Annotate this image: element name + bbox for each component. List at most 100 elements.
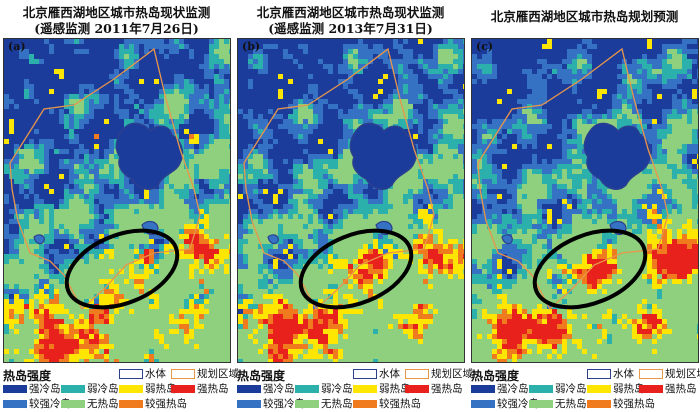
legend-item: 无热岛	[295, 398, 353, 410]
legend-swatch	[529, 400, 553, 408]
heat-island-map-c: (c)	[471, 38, 699, 363]
heat-island-map-a: (a)	[3, 38, 231, 363]
legend-item: 弱热岛	[353, 383, 411, 395]
raster-layer	[472, 39, 698, 362]
legend-swatch	[639, 385, 663, 393]
legend-item: 弱热岛	[119, 383, 177, 395]
legend-swatch	[3, 400, 27, 408]
plan-swatch	[171, 369, 195, 379]
legend-swatch	[353, 385, 377, 393]
lake-outline	[349, 122, 418, 190]
legend-swatch	[3, 385, 27, 393]
pond-outline	[501, 234, 513, 245]
legend-label: 强冷岛	[497, 383, 529, 395]
legend-label: 强冷岛	[29, 383, 61, 395]
legend-swatch	[353, 400, 377, 408]
legend-item-plan: 规划区域	[171, 368, 239, 380]
legend-swatch	[295, 385, 319, 393]
legend-swatch	[587, 400, 611, 408]
plan-swatch	[405, 369, 429, 379]
legend-item: 较强冷岛	[3, 398, 71, 410]
lake-outline	[115, 122, 184, 190]
legend-swatch	[237, 400, 261, 408]
panel-label: (a)	[8, 40, 26, 53]
legend-item: 较强冷岛	[237, 398, 305, 410]
focus-ellipse	[532, 228, 648, 310]
legend-label: 水体	[613, 368, 634, 380]
legend-swatch	[471, 400, 495, 408]
legend-swatch	[295, 400, 319, 408]
legend-swatch	[405, 385, 429, 393]
legend-label: 无热岛	[87, 398, 119, 410]
legend-item: 无热岛	[529, 398, 587, 410]
legend-item: 强热岛	[171, 383, 229, 395]
pond-outline	[33, 234, 45, 245]
water-swatch	[353, 369, 377, 379]
legend-label: 较强热岛	[145, 398, 187, 410]
legend-swatch	[471, 385, 495, 393]
legend-label: 弱冷岛	[321, 383, 353, 395]
legend-label: 较强热岛	[613, 398, 655, 410]
panel-subtitle: (遥感监测 2013年7月31日)	[268, 21, 433, 36]
legend-label: 水体	[145, 368, 166, 380]
legend-label: 较强冷岛	[263, 398, 305, 410]
planning-boundary	[477, 47, 669, 311]
legend: 热岛强度 水体 规划区域强冷岛 弱冷岛 弱热岛 强热岛较强冷岛 无热岛 较强热岛	[235, 366, 473, 412]
legend-swatch	[237, 385, 261, 393]
legend-item-water: 水体	[119, 368, 166, 380]
panel-subtitle: (遥感监测 2011年7月26日)	[34, 21, 199, 36]
legend-item: 无热岛	[61, 398, 119, 410]
map-panel-a: 北京雁西湖地区城市热岛现状监测 (遥感监测 2011年7月26日) (a) 热岛…	[1, 0, 239, 412]
legend-label: 强热岛	[197, 383, 229, 395]
raster-layer	[4, 39, 230, 362]
map-panel-b: 北京雁西湖地区城市热岛现状监测 (遥感监测 2013年7月31日) (b) 热岛…	[235, 0, 473, 412]
planning-boundary	[243, 47, 435, 311]
legend-label: 水体	[379, 368, 400, 380]
legend-item: 较强热岛	[353, 398, 421, 410]
legend-label: 弱热岛	[145, 383, 177, 395]
lake-outline	[583, 122, 652, 190]
legend-item: 较强热岛	[587, 398, 655, 410]
legend-swatch	[119, 400, 143, 408]
legend-label: 弱热岛	[379, 383, 411, 395]
pond-outline	[267, 234, 279, 245]
water-swatch	[587, 369, 611, 379]
legend-swatch	[587, 385, 611, 393]
legend-label: 强热岛	[665, 383, 697, 395]
legend-title: 热岛强度	[237, 369, 286, 383]
legend-swatch	[61, 385, 85, 393]
legend-label: 弱热岛	[613, 383, 645, 395]
focus-ellipse	[64, 228, 180, 310]
legend-label: 规划区域	[665, 368, 700, 380]
legend-item: 强冷岛	[237, 383, 295, 395]
legend-swatch	[529, 385, 553, 393]
panel-title: 北京雁西湖地区城市热岛现状监测	[22, 5, 211, 20]
plan-swatch	[639, 369, 663, 379]
legend-item-plan: 规划区域	[405, 368, 473, 380]
legend-swatch	[171, 385, 195, 393]
panel-label: (c)	[476, 40, 494, 53]
legend-label: 强热岛	[431, 383, 463, 395]
legend-item: 弱冷岛	[61, 383, 119, 395]
heat-island-map-b: (b)	[237, 38, 465, 363]
legend-label: 无热岛	[555, 398, 587, 410]
legend-label: 较强冷岛	[29, 398, 71, 410]
legend: 热岛强度 水体 规划区域强冷岛 弱冷岛 弱热岛 强热岛较强冷岛 无热岛 较强热岛	[1, 366, 239, 412]
planning-boundary	[9, 47, 201, 311]
legend-label: 较强热岛	[379, 398, 421, 410]
legend-item: 强热岛	[405, 383, 463, 395]
legend-title: 热岛强度	[471, 369, 520, 383]
legend-label: 无热岛	[321, 398, 353, 410]
legend-label: 规划区域	[431, 368, 473, 380]
legend-item: 强冷岛	[3, 383, 61, 395]
legend-item: 弱冷岛	[295, 383, 353, 395]
legend-label: 规划区域	[197, 368, 239, 380]
panel-title: 北京雁西湖地区城市热岛规划预测	[490, 9, 679, 24]
water-swatch	[119, 369, 143, 379]
legend-item-water: 水体	[587, 368, 634, 380]
legend-item: 强冷岛	[471, 383, 529, 395]
focus-ellipse	[298, 228, 414, 310]
legend-label: 强冷岛	[263, 383, 295, 395]
